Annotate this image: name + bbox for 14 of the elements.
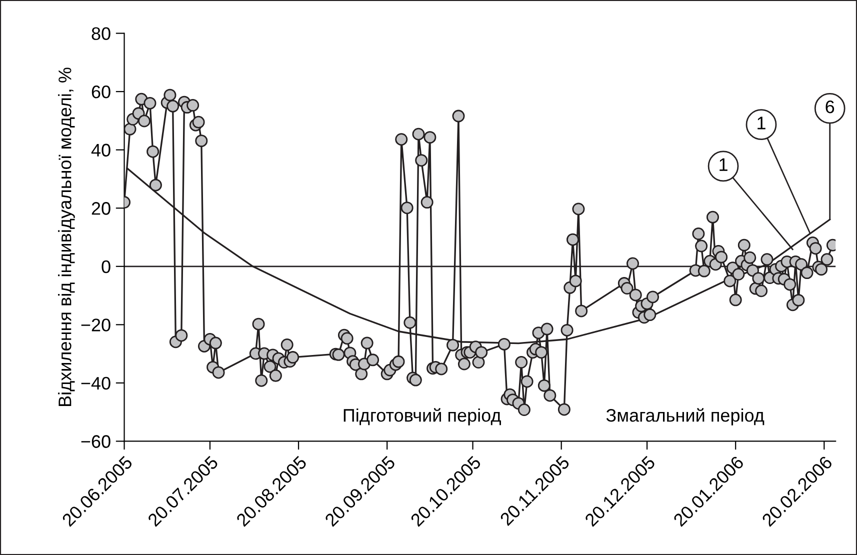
y-tick-label: −20	[81, 318, 110, 332]
y-tick-label: 0	[102, 260, 110, 274]
annotation: 1	[758, 116, 766, 130]
y-tick-label: 60	[92, 86, 110, 98]
annotation: 1	[720, 158, 728, 171]
annotation: 6	[826, 100, 834, 114]
y-tick-label: 80	[92, 27, 110, 40]
annotation: Змагальний період	[606, 408, 764, 426]
y-tick-label: −60	[81, 435, 110, 448]
y-tick-label: −40	[81, 376, 110, 390]
annotation: Підготовчий період	[344, 408, 501, 426]
y-tick-label: 40	[91, 144, 110, 157]
y-tick-label: 20	[92, 202, 110, 215]
y-axis-title: Відхилення від індивідуальної моделі, %	[58, 68, 75, 406]
